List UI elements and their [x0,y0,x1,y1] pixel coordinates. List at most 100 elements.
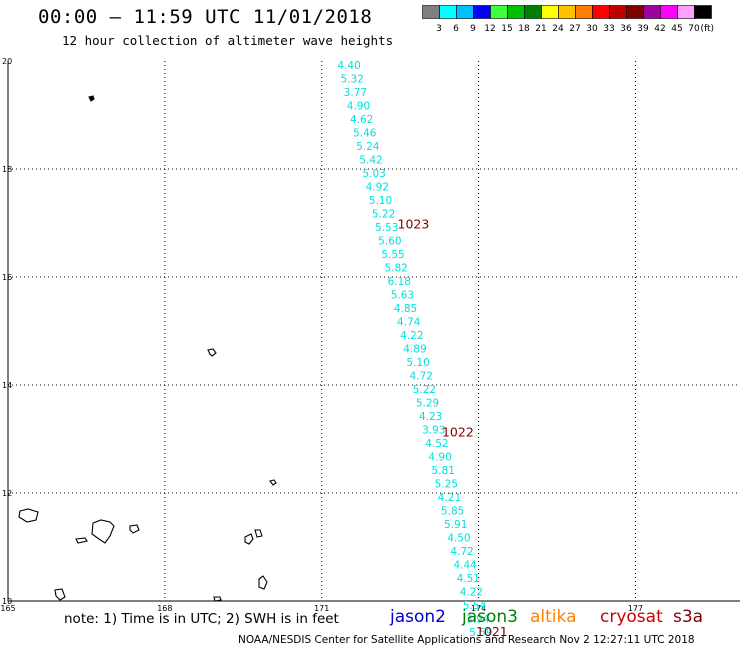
swh-label: 5.10 [369,195,392,207]
lon-tick-label: 165 [0,604,15,613]
lat-tick-label: 12 [2,489,12,498]
swh-label: 5.32 [341,74,364,86]
legend-swatch [626,5,644,19]
legend-swatch [490,5,508,19]
legend-label: 70 [688,24,700,34]
legend-label: 21 [535,24,546,34]
lat-tick-label: 10 [2,597,12,606]
legend-label: 33 [603,24,614,34]
footer-credit: NOAA/NESDIS Center for Satellite Applica… [238,634,695,646]
sat-label-jason3: jason3 [462,607,518,627]
legend-label: 27 [569,24,580,34]
swh-label: 4.50 [447,533,470,545]
island-outline [258,575,268,590]
legend-label: 6 [453,24,459,34]
swh-label: 5.24 [356,141,380,153]
legend-swatch [694,5,712,19]
legend-swatch [422,5,440,19]
swh-label: 4.85 [394,303,417,315]
swh-label: 5.60 [378,236,401,248]
swh-label: 5.29 [416,398,439,410]
legend-swatch [677,5,695,19]
island-outline [244,533,254,545]
legend-label: 12 [484,24,495,34]
legend-swatch [592,5,610,19]
map-subtitle: 12 hour collection of altimeter wave hei… [62,33,394,48]
sat-label-altika: altika [530,607,577,627]
legend-label: 9 [470,24,476,34]
swh-label: 4.23 [419,411,442,423]
swh-label: 5.22 [413,384,436,396]
pressure-label: 1023 [398,216,430,231]
swh-label: 4.72 [450,546,473,558]
swh-label: 4.72 [410,371,433,383]
legend-swatch [507,5,525,19]
pressure-label: 1022 [442,424,474,439]
swh-label: 4.40 [337,60,360,72]
wave-height-legend: 3 6 9 12 15 18 21 24 27 30 33 36 39 42 45 70 (ft) [422,5,714,34]
island-outline [91,519,115,544]
swh-label: 4.22 [400,330,423,342]
legend-label: 15 [501,24,512,34]
island-outline [254,529,263,538]
swh-label: 5.55 [381,249,404,261]
lat-tick-label: 20 [2,57,12,66]
legend-label: 18 [518,24,530,34]
swh-label: 4.90 [428,452,451,464]
swh-label: 5.42 [359,155,382,167]
swh-label: 4.52 [425,438,448,450]
legend-label: 3 [436,24,442,34]
legend-swatch [439,5,457,19]
units-note: note: 1) Time is in UTC; 2) SWH is in fe… [64,611,339,627]
island-outline [18,508,39,523]
map-title: 00:00 – 11:59 UTC 11/01/2018 [38,6,373,28]
legend-label: 36 [620,24,632,34]
legend-label: 45 [671,24,682,34]
island-outline [75,537,88,544]
swh-label: 3.77 [344,87,367,99]
legend-swatch [456,5,474,19]
swh-label: 5.25 [435,479,458,491]
swh-label: 5.03 [362,168,385,180]
island-outline [269,479,277,486]
legend-swatch [575,5,593,19]
island-outline [54,588,66,601]
swh-label: 5.22 [372,209,395,221]
legend-swatch [660,5,678,19]
legend-swatch [524,5,542,19]
swh-label: 3.93 [422,425,445,437]
swh-label: 5.10 [406,357,429,369]
swh-label: 5.81 [432,465,455,477]
swh-label: 4.62 [350,114,373,126]
island-outline [207,348,217,357]
swh-label: 4.90 [347,101,370,113]
swh-label: 5.85 [441,506,464,518]
swh-label: 5.82 [384,263,407,275]
swh-label: 4.92 [366,182,389,194]
swh-label: 6.18 [388,276,411,288]
lat-tick-label: 18 [2,165,12,174]
lat-tick-label: 16 [2,273,12,282]
legend-swatch [558,5,576,19]
legend-label: 42 [654,24,665,34]
swh-label: 5.53 [375,222,398,234]
swh-label: 5.46 [353,128,377,140]
swh-label: 5.91 [444,519,467,531]
swh-label: 4.22 [460,587,483,599]
lat-tick-label: 14 [2,381,12,390]
legend-swatch [643,5,661,19]
legend-label: 30 [586,24,598,34]
legend-label: 39 [637,24,649,34]
legend-swatch [473,5,491,19]
swh-label: 4.21 [438,492,461,504]
swh-label: 4.89 [403,344,426,356]
sat-label-jason2: jason2 [390,607,446,627]
sat-label-cryosat: cryosat [600,607,663,627]
legend-label: 24 [552,24,564,34]
island-outline [213,596,222,602]
swh-label: 5.63 [391,290,414,302]
swh-label: 4.51 [457,573,480,585]
legend-swatch [541,5,559,19]
sat-label-s3a: s3a [673,607,704,627]
